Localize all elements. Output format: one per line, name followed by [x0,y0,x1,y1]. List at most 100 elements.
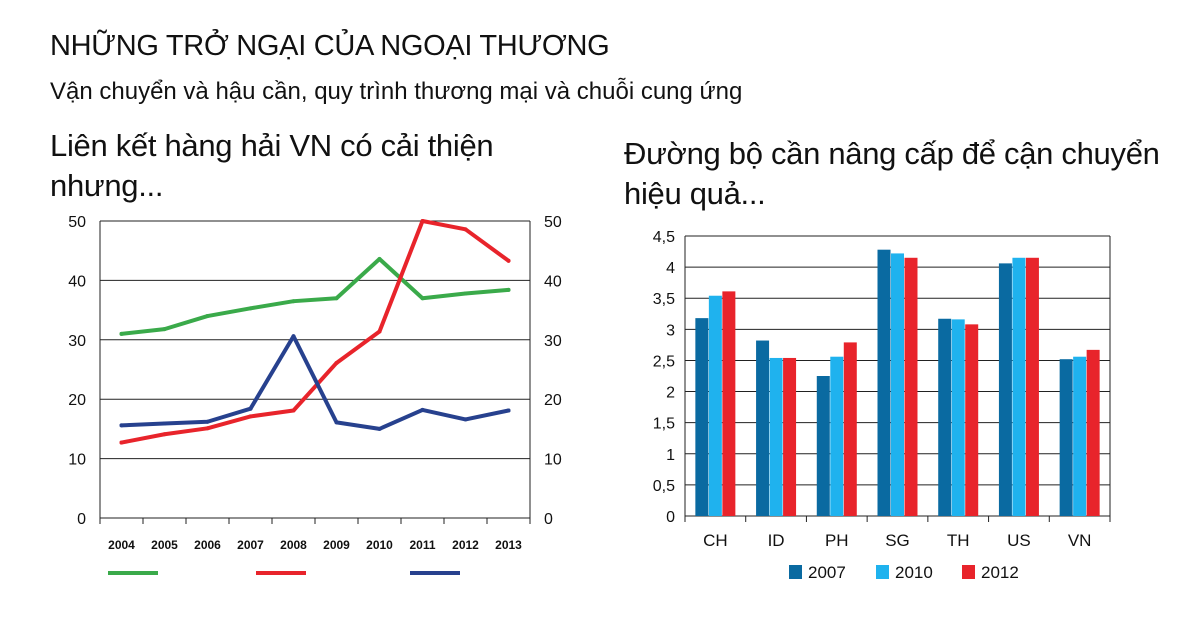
y-tick-label-right: 10 [544,452,562,469]
data-point [377,426,382,431]
data-point [506,258,511,263]
data-point [248,414,253,419]
category-label: SG [885,531,910,550]
data-point [119,440,124,445]
x-tick-label: 2013 [495,538,522,552]
category-label: VN [1068,531,1092,550]
legend-swatch [789,565,802,579]
data-point [291,299,296,304]
y-tick-label: 4,5 [653,229,675,246]
y-tick-label-left: 0 [77,511,86,528]
y-tick-label-right: 30 [544,333,562,350]
data-point [420,296,425,301]
bar [783,357,797,516]
x-tick-label: 2006 [194,538,221,552]
y-tick-label: 2 [666,385,675,402]
data-point [205,314,210,319]
bar [891,253,904,516]
x-tick-label: 2009 [323,538,350,552]
bar [877,249,891,516]
legend-swatch [876,565,889,579]
bar-chart-title-line-2: hiệu quả... [624,176,766,211]
bar [695,318,709,516]
data-point [506,287,511,292]
y-tick-label-right: 50 [544,214,562,231]
bar [938,318,952,516]
data-point [334,296,339,301]
x-tick-label: 2010 [366,538,393,552]
bar [756,340,770,516]
y-tick-label: 3,5 [653,291,675,308]
category-label: PH [825,531,849,550]
y-tick-label-left: 40 [68,273,86,290]
page-title: NHỮNG TRỞ NGẠI CỦA NGOẠI THƯƠNG [50,30,610,62]
legend-label: 2012 [981,563,1019,582]
data-point [463,417,468,422]
data-point [205,426,210,431]
y-tick-label: 1,5 [653,416,675,433]
bar-chart-title-line-1: Đường bộ cần nâng cấp để cận chuyển [624,136,1160,171]
data-point [506,408,511,413]
bar [1086,349,1100,516]
y-tick-label-left: 20 [68,392,86,409]
data-point [119,331,124,336]
data-point [205,419,210,424]
data-point [420,407,425,412]
data-point [248,306,253,311]
bar [1073,356,1087,516]
line-chart-title-line-2: nhưng... [50,168,164,203]
bar [843,342,857,516]
y-tick-label: 0 [666,509,675,526]
series-line [119,257,511,336]
x-tick-label: 2008 [280,538,307,552]
data-point [162,432,167,437]
data-point [119,423,124,428]
bar [998,263,1012,516]
y-tick-label: 1 [666,447,675,464]
bar [816,376,830,516]
bar [1025,257,1039,516]
legend-label: 2007 [808,563,846,582]
bar [951,319,965,516]
y-tick-label-left: 30 [68,333,86,350]
y-tick-label-right: 0 [544,511,553,528]
line-chart-title-line-1: Liên kết hàng hải VN có cải thiện [50,128,494,163]
data-point [377,329,382,334]
data-point [162,421,167,426]
bar [722,291,736,516]
x-tick-label: 2011 [409,538,435,552]
bar [830,356,844,516]
x-tick-label: 2005 [151,538,178,552]
series-line [119,219,511,445]
bar [769,357,783,516]
category-label: ID [768,531,785,550]
bar [965,324,979,516]
y-tick-label: 4 [666,260,675,277]
data-point [377,257,382,262]
data-point [291,334,296,339]
data-point [463,291,468,296]
y-tick-label-left: 50 [68,214,86,231]
y-tick-label: 0,5 [653,478,675,495]
bar [708,295,722,516]
data-point [334,360,339,365]
y-tick-label-left: 10 [68,452,86,469]
data-point [463,227,468,232]
data-point [162,327,167,332]
x-tick-label: 2007 [237,538,264,552]
line-chart-title: Liên kết hàng hải VN có cải thiện nhưng.… [50,126,570,206]
y-tick-label-right: 40 [544,273,562,290]
bar-chart-title: Đường bộ cần nâng cấp để cận chuyển hiệu… [624,134,1164,214]
legend-swatch [962,565,975,579]
bar [904,257,918,516]
y-tick-label: 2,5 [653,353,675,370]
y-tick-label: 3 [666,322,675,339]
y-tick-label-right: 20 [544,392,562,409]
x-tick-label: 2012 [452,538,479,552]
category-label: TH [947,531,970,550]
category-label: US [1007,531,1031,550]
data-point [420,219,425,223]
data-point [291,408,296,413]
page-subtitle: Vận chuyển và hậu cần, quy trình thương … [50,78,743,105]
